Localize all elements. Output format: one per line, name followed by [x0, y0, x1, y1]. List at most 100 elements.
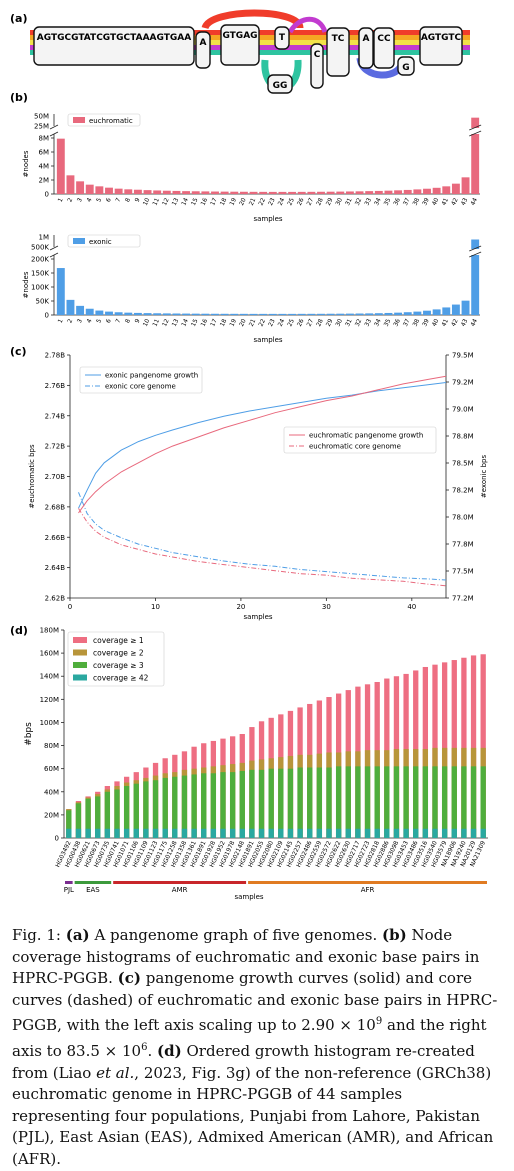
bar [384, 828, 390, 838]
x-tick-label: 10 [142, 197, 152, 207]
x-tick-label: 35 [383, 318, 393, 328]
bar [451, 304, 460, 315]
x-tick-label: 20 [236, 603, 245, 611]
x-tick-label: 7 [114, 318, 122, 325]
bar [355, 313, 364, 315]
x-tick-label: 30 [335, 318, 345, 328]
bar [249, 769, 255, 838]
bar [123, 828, 130, 838]
x-tick-label: 16 [200, 318, 210, 328]
y-tick-label: 1M [39, 234, 50, 242]
y-tick-label-right: 79.2M [452, 379, 474, 387]
series-line [78, 382, 447, 509]
bar [374, 190, 383, 194]
y-tick-label-right: 78.8M [452, 433, 474, 441]
y-tick-label: 2.66B [45, 534, 66, 542]
y-tick-label: 6M [39, 149, 50, 157]
bar [461, 828, 467, 838]
y-axis-label: #euchromatic bps [28, 444, 36, 509]
bar [317, 313, 325, 315]
bar [201, 313, 210, 315]
x-tick-label: 40 [431, 318, 441, 328]
x-tick-label: 19 [229, 197, 239, 207]
x-tick-label: 1 [57, 318, 65, 325]
x-tick-label: 12 [161, 318, 171, 328]
y-tick-label-right: 78.5M [452, 460, 474, 468]
x-tick-label: 1 [57, 197, 65, 204]
bar [365, 191, 374, 194]
x-tick-label: 8 [124, 318, 132, 325]
bar [133, 312, 142, 315]
growth-curves-chart: 2.62B 2.64B 2.66B 2.68B 2.70B 2.72B 2.74B 2.76B… [28, 352, 488, 622]
graph-node-label: GG [273, 81, 288, 91]
bar [268, 191, 277, 194]
bar [336, 191, 345, 194]
bar [413, 766, 419, 838]
x-tick-label: 9 [134, 318, 142, 325]
x-tick-label: 38 [412, 318, 422, 328]
x-tick-label: 11 [151, 197, 161, 207]
y-tick-label: 20M [44, 811, 59, 819]
bar [124, 189, 133, 194]
bar [210, 828, 217, 838]
bar [181, 828, 188, 838]
x-tick-label: 18 [219, 197, 229, 207]
x-tick-label: 4 [86, 318, 94, 325]
legend-label: coverage ≥ 2 [93, 649, 144, 658]
bar [278, 828, 284, 838]
bar [355, 766, 361, 838]
y-tick-label: 0 [45, 191, 49, 199]
bar [85, 184, 94, 194]
bar [191, 828, 197, 838]
bar [441, 828, 448, 838]
graph-node-label: A [363, 34, 370, 44]
bar [75, 803, 82, 838]
ordered-growth-histogram: 020M40M60M80M100M120M140M160M180M#bpsHG0… [24, 627, 488, 901]
bar [220, 313, 229, 315]
bar [211, 313, 219, 315]
axis-break [49, 252, 59, 258]
y-tick-label: 140M [40, 673, 59, 681]
x-tick-label: 25 [286, 197, 296, 207]
x-tick-label: 19 [229, 318, 239, 328]
x-tick-label: 0 [68, 603, 72, 611]
bar [288, 313, 297, 315]
bar [104, 828, 111, 838]
x-tick-label: 39 [421, 197, 431, 207]
x-tick-label: 10 [151, 603, 160, 611]
legend-box [79, 366, 203, 394]
x-tick-label: 5 [95, 197, 103, 204]
bar [172, 190, 181, 194]
bar [114, 188, 123, 194]
x-tick-label: 35 [383, 197, 393, 207]
x-tick-label: 32 [354, 318, 364, 328]
bar [133, 828, 139, 838]
bar-break [469, 124, 482, 131]
bar [162, 190, 171, 194]
x-tick-label: 41 [441, 318, 451, 328]
graph-node-label: AGTGCGTATCGTGCTAAAGTGAA [37, 33, 191, 43]
bar [432, 766, 438, 838]
x-tick-label: 21 [248, 197, 258, 207]
bar [307, 828, 313, 838]
graph-node-label: TC [332, 34, 345, 44]
graph-node-label: A [200, 38, 207, 48]
bar [480, 654, 486, 838]
x-tick-label: 6 [105, 197, 113, 204]
population-label: PJL [64, 886, 74, 894]
bar [230, 191, 239, 194]
x-tick-label: 6 [105, 318, 113, 325]
x-axis-label: samples [253, 336, 282, 344]
x-tick-label: 28 [315, 318, 325, 328]
y-tick-label: 50K [36, 298, 50, 306]
bar [191, 313, 200, 315]
caption-c-sup1: 9 [375, 1016, 383, 1028]
bar [182, 313, 191, 315]
bar [403, 312, 412, 315]
bar [85, 828, 91, 838]
x-tick-label: 43 [460, 197, 470, 207]
y-tick-label: 2M [39, 177, 50, 185]
bar [143, 190, 152, 194]
bar [114, 312, 123, 315]
